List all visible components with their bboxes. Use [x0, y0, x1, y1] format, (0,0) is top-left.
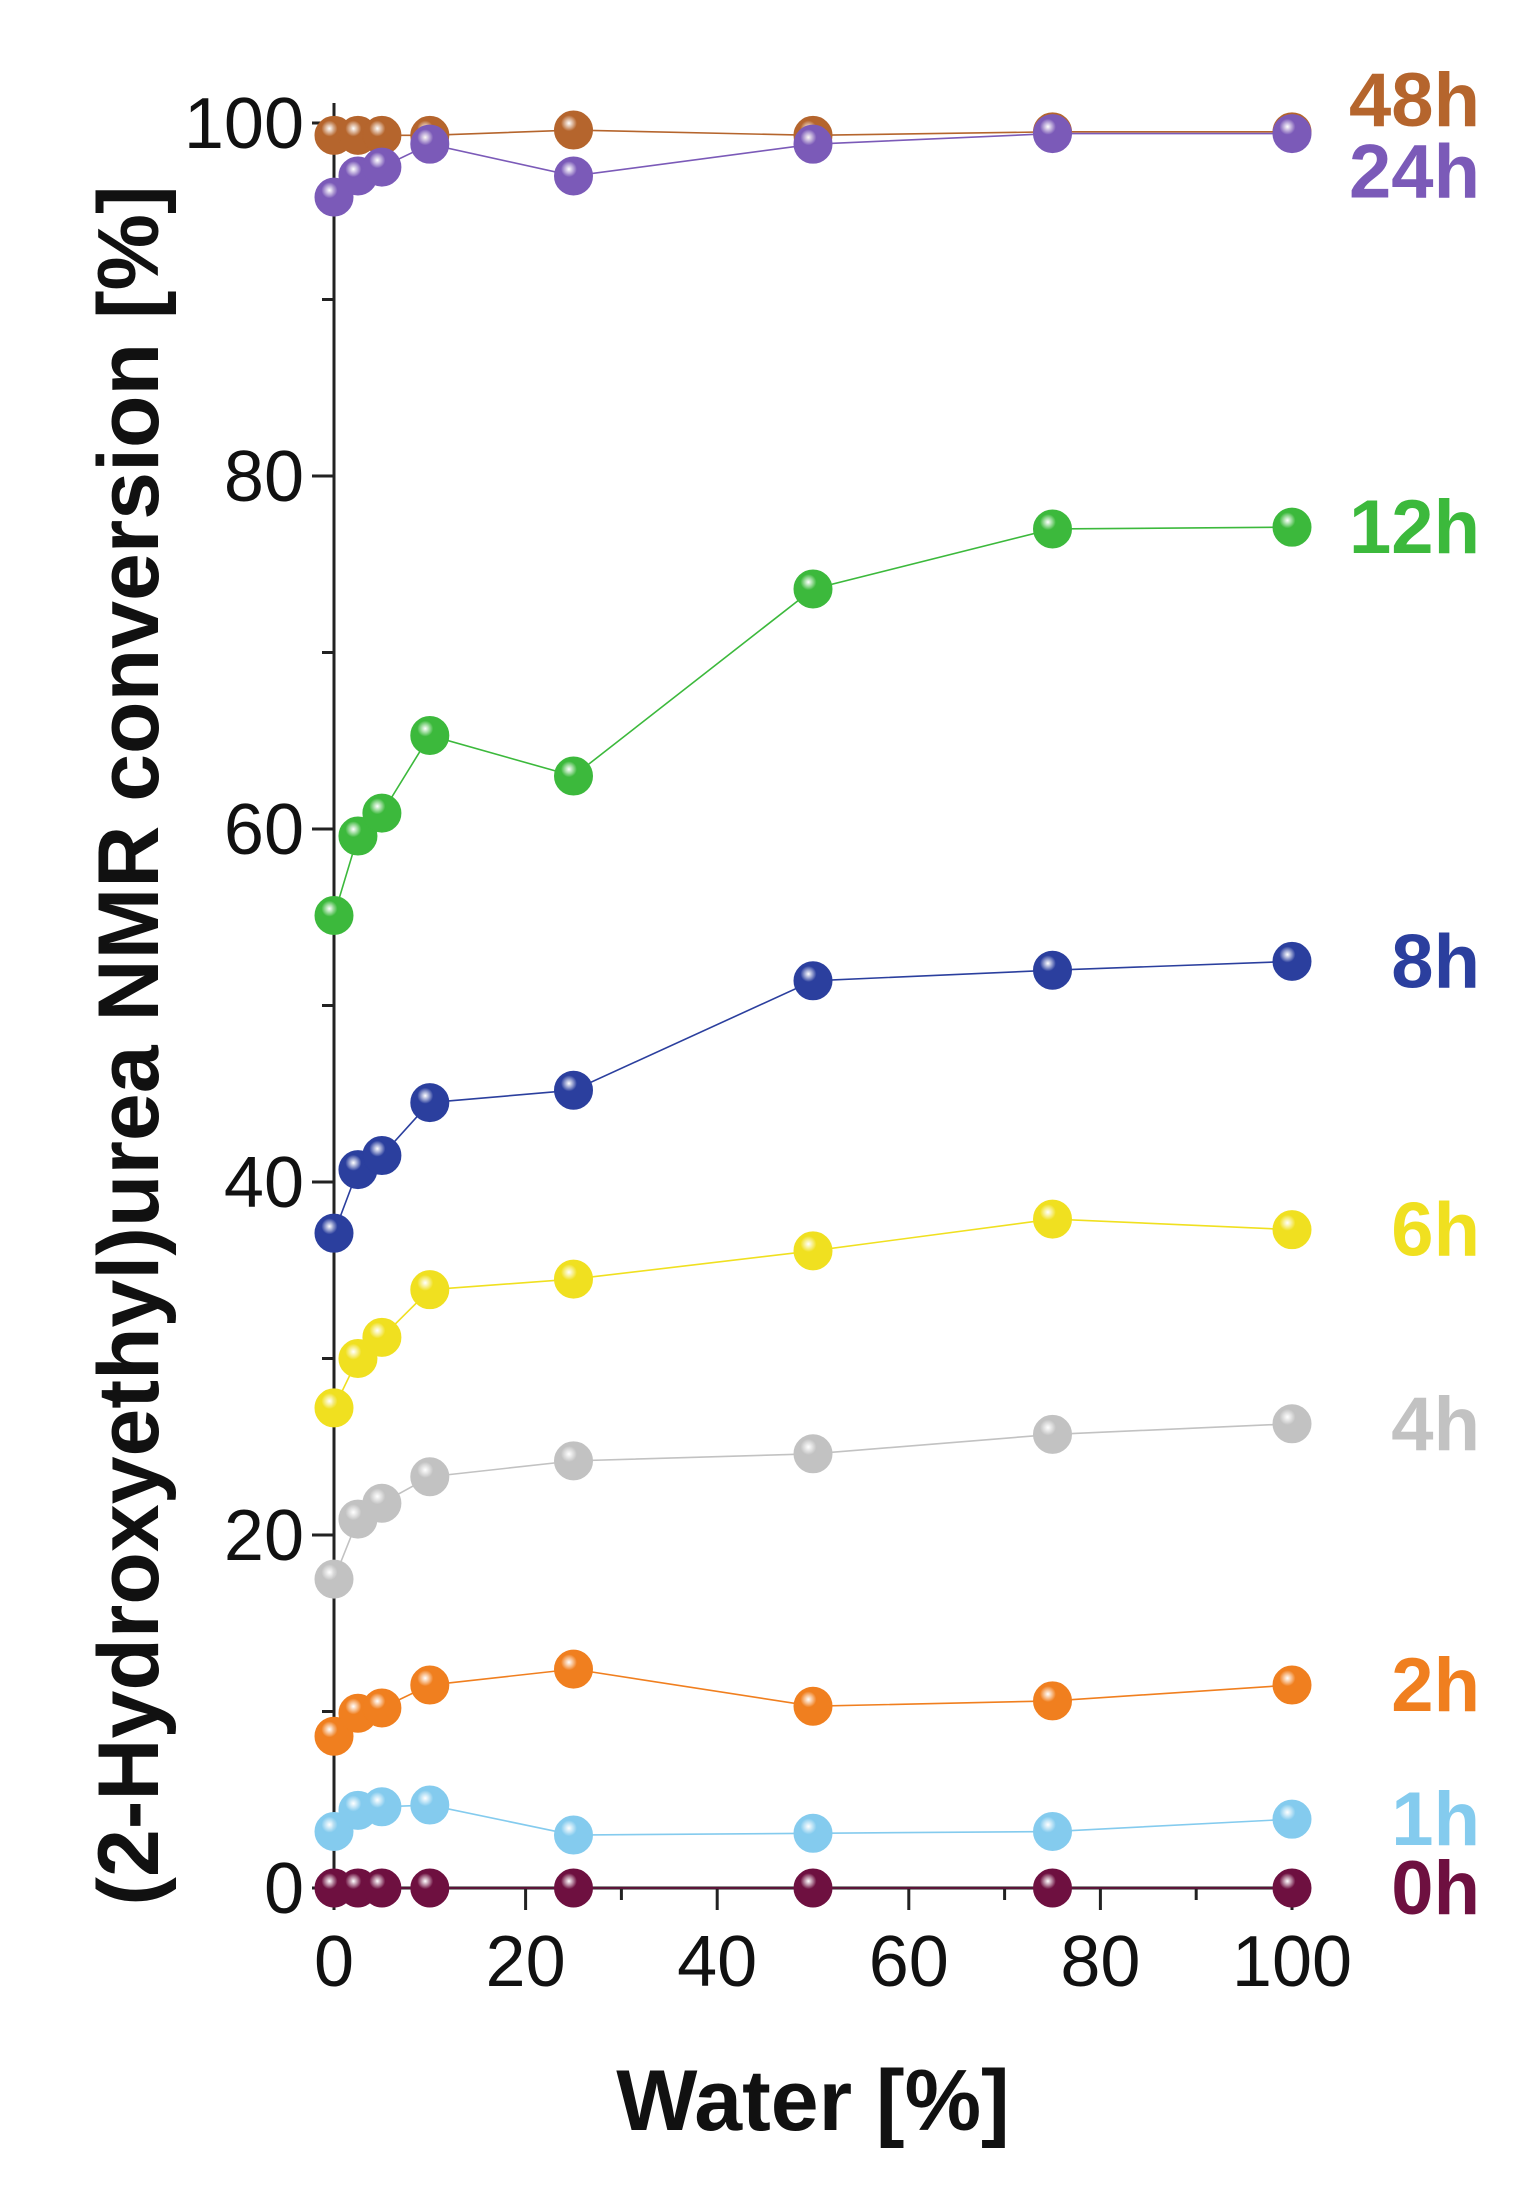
y-tick-label: 40: [224, 1143, 304, 1223]
data-point: [362, 1787, 402, 1827]
series-8h: [314, 941, 1312, 1253]
data-point: [410, 1868, 450, 1908]
y-tick-label: 100: [184, 84, 304, 164]
data-point: [410, 1270, 450, 1310]
series-6h: [314, 1199, 1312, 1428]
data-point: [1033, 114, 1072, 154]
data-point: [1272, 1868, 1312, 1908]
axes: 0 20 40 60 80 100 0 20 40 60 80 100: [184, 84, 1352, 2002]
data-point: [793, 1434, 833, 1474]
series-label-48h: 48h: [1349, 58, 1480, 143]
series-12h: [314, 507, 1312, 935]
data-point: [554, 1815, 593, 1855]
data-point: [554, 1868, 593, 1908]
series-label-2h: 2h: [1391, 1643, 1480, 1728]
data-point: [554, 110, 593, 150]
data-point: [1272, 1210, 1312, 1250]
series-label-12h: 12h: [1349, 485, 1480, 570]
data-point: [362, 147, 402, 187]
data-point: [1033, 1681, 1072, 1721]
series-label-1h: 1h: [1391, 1777, 1480, 1862]
data-point: [554, 756, 593, 796]
data-point: [362, 1688, 402, 1728]
data-point: [793, 961, 833, 1001]
data-point: [410, 124, 450, 164]
data-point: [362, 1317, 402, 1357]
data-point: [1272, 507, 1312, 547]
data-point: [793, 1813, 833, 1853]
series-1h: [314, 1785, 1312, 1855]
x-tick-label: 0: [314, 1922, 354, 2002]
y-tick-label: 20: [224, 1496, 304, 1576]
data-point: [1033, 509, 1072, 549]
series-label-0h: 0h: [1391, 1846, 1480, 1931]
data-point: [554, 1649, 593, 1689]
data-point: [793, 1231, 833, 1271]
x-tick-label: 60: [869, 1922, 949, 2002]
y-tick-label: 80: [224, 437, 304, 517]
data-point: [338, 816, 378, 856]
data-point: [1272, 1665, 1312, 1705]
data-point: [793, 124, 833, 164]
data-point: [1272, 114, 1312, 154]
x-axis-title: Water [%]: [616, 2053, 1009, 2149]
data-point: [793, 1868, 833, 1908]
data-point: [362, 793, 402, 833]
data-point: [554, 1070, 593, 1110]
x-tick-label: 20: [486, 1922, 566, 2002]
data-point: [362, 1868, 402, 1908]
x-tick-label: 80: [1060, 1922, 1140, 2002]
data-point: [410, 1785, 450, 1825]
data-point: [793, 569, 833, 609]
data-point: [554, 1441, 593, 1481]
data-point: [1033, 1414, 1072, 1454]
data-point: [793, 1686, 833, 1726]
series-4h: [314, 1404, 1312, 1599]
series-line: [333, 960, 1293, 1234]
series-label-6h: 6h: [1391, 1188, 1480, 1273]
data-point: [1272, 1799, 1312, 1839]
y-axis-title: (2-Hydroxyethyl)urea NMR conversion [%]: [81, 185, 177, 1905]
data-point: [1033, 1868, 1072, 1908]
series-2h: [314, 1649, 1312, 1756]
data-point: [314, 895, 354, 935]
data-point: [1272, 941, 1312, 981]
data-point: [1033, 950, 1072, 990]
data-point: [554, 1259, 593, 1299]
data-point: [554, 156, 593, 196]
series-label-8h: 8h: [1391, 919, 1480, 1004]
data-point: [314, 1388, 354, 1428]
y-tick-label: 0: [264, 1849, 304, 1929]
data-point: [362, 1136, 402, 1176]
data-point: [314, 1716, 354, 1756]
data-point: [1272, 1404, 1312, 1444]
data-point: [362, 1483, 402, 1523]
data-point: [1033, 1812, 1072, 1852]
x-tick-label: 40: [677, 1922, 757, 2002]
series-label-24h: 24h: [1349, 130, 1480, 215]
data-point: [410, 715, 450, 755]
series-label-4h: 4h: [1391, 1382, 1480, 1467]
series-24h: [314, 114, 1312, 217]
data-point: [410, 1457, 450, 1497]
y-tick-label: 60: [224, 790, 304, 870]
data-point: [314, 1559, 354, 1599]
series-layer: [314, 110, 1312, 1908]
data-point: [314, 1213, 354, 1253]
data-point: [410, 1665, 450, 1705]
series-0h: [314, 1868, 1312, 1908]
data-point: [1033, 1199, 1072, 1239]
data-point: [410, 1083, 450, 1123]
x-tick-label: 100: [1232, 1922, 1352, 2002]
